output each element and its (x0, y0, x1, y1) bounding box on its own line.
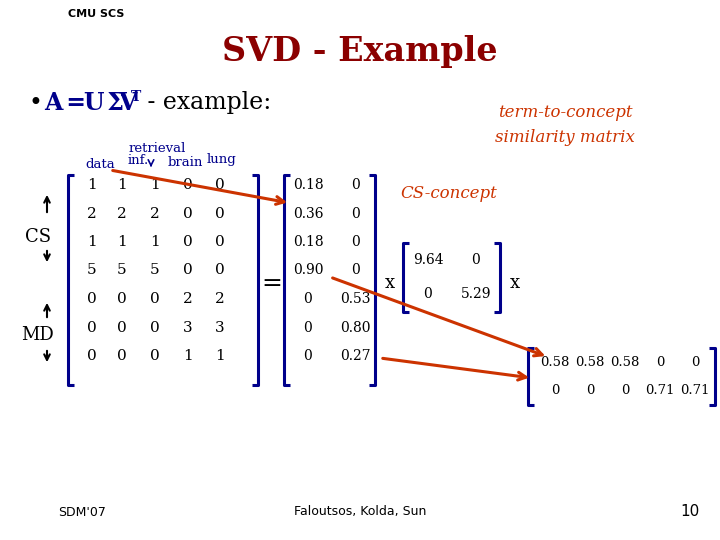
Text: 0.80: 0.80 (340, 321, 370, 334)
Text: Faloutsos, Kolda, Sun: Faloutsos, Kolda, Sun (294, 505, 426, 518)
Text: 0: 0 (150, 292, 160, 306)
Text: 0: 0 (215, 178, 225, 192)
Text: 0: 0 (304, 349, 312, 363)
Text: inf.: inf. (127, 154, 148, 167)
Text: 0: 0 (150, 349, 160, 363)
Text: 0: 0 (183, 178, 193, 192)
Text: 0.18: 0.18 (293, 178, 323, 192)
Text: 0: 0 (215, 264, 225, 278)
Text: T: T (131, 90, 141, 104)
Text: Σ: Σ (99, 91, 124, 115)
Text: 2: 2 (150, 206, 160, 220)
Text: 5: 5 (87, 264, 96, 278)
Text: A: A (44, 91, 63, 115)
Text: 2: 2 (183, 292, 193, 306)
Text: 0: 0 (551, 383, 559, 396)
Text: 0: 0 (150, 321, 160, 334)
Text: 0: 0 (87, 349, 97, 363)
Text: 0: 0 (351, 178, 359, 192)
Text: 0.71: 0.71 (645, 383, 675, 396)
Text: MD: MD (22, 326, 55, 344)
Text: x: x (385, 274, 395, 292)
Text: 2: 2 (117, 206, 127, 220)
Text: 0.90: 0.90 (293, 264, 323, 278)
Text: 0: 0 (87, 321, 97, 334)
Text: 10: 10 (680, 504, 700, 519)
Text: brain: brain (167, 156, 203, 168)
Text: 0: 0 (351, 235, 359, 249)
Text: 0: 0 (586, 383, 594, 396)
Text: 0: 0 (215, 206, 225, 220)
Text: 0: 0 (215, 235, 225, 249)
Text: 0: 0 (304, 292, 312, 306)
Text: 0: 0 (351, 206, 359, 220)
Text: 1: 1 (150, 235, 160, 249)
Text: 0.18: 0.18 (293, 235, 323, 249)
Text: =: = (261, 272, 282, 294)
Text: 0: 0 (351, 264, 359, 278)
Text: 9.64: 9.64 (413, 253, 444, 267)
Text: CS: CS (25, 228, 51, 246)
Text: SDM'07: SDM'07 (58, 505, 106, 518)
Text: 0: 0 (183, 235, 193, 249)
Text: 3: 3 (183, 321, 193, 334)
Text: 0: 0 (183, 206, 193, 220)
Text: 1: 1 (150, 178, 160, 192)
Text: 0.36: 0.36 (293, 206, 323, 220)
Text: 0: 0 (656, 356, 664, 369)
Text: 1: 1 (117, 178, 127, 192)
Text: 0: 0 (117, 321, 127, 334)
Text: 1: 1 (117, 235, 127, 249)
Text: =: = (58, 91, 94, 115)
Text: lung: lung (207, 153, 237, 166)
Text: 0: 0 (183, 264, 193, 278)
Text: data: data (85, 159, 115, 172)
Text: •: • (28, 91, 42, 115)
Text: 0: 0 (690, 356, 699, 369)
Text: 0: 0 (87, 292, 97, 306)
Text: 0: 0 (621, 383, 629, 396)
Text: CS-concept: CS-concept (400, 185, 497, 201)
Text: retrieval: retrieval (128, 141, 186, 154)
Text: 0: 0 (304, 321, 312, 334)
Text: 1: 1 (215, 349, 225, 363)
Text: x: x (510, 274, 520, 292)
Text: 1: 1 (183, 349, 193, 363)
Text: 2: 2 (87, 206, 97, 220)
Text: 0.53: 0.53 (340, 292, 370, 306)
Text: 5: 5 (150, 264, 160, 278)
Text: 0.27: 0.27 (340, 349, 370, 363)
Text: 0: 0 (472, 253, 480, 267)
Text: CMU SCS: CMU SCS (68, 9, 125, 19)
Text: 5.29: 5.29 (461, 287, 491, 301)
Text: 1: 1 (87, 235, 97, 249)
Text: 0.58: 0.58 (611, 356, 639, 369)
Text: 5: 5 (117, 264, 127, 278)
Text: 0.58: 0.58 (575, 356, 605, 369)
Text: 0: 0 (423, 287, 433, 301)
Text: V: V (118, 91, 136, 115)
Text: U: U (83, 91, 104, 115)
Text: 3: 3 (215, 321, 225, 334)
Text: 0: 0 (117, 349, 127, 363)
Text: SVD - Example: SVD - Example (222, 36, 498, 69)
Text: term-to-concept
similarity matrix: term-to-concept similarity matrix (495, 104, 635, 146)
Text: - example:: - example: (140, 91, 271, 114)
Text: 1: 1 (87, 178, 97, 192)
Text: 0.58: 0.58 (540, 356, 570, 369)
Text: 0.71: 0.71 (680, 383, 710, 396)
Text: 0: 0 (117, 292, 127, 306)
Text: 2: 2 (215, 292, 225, 306)
